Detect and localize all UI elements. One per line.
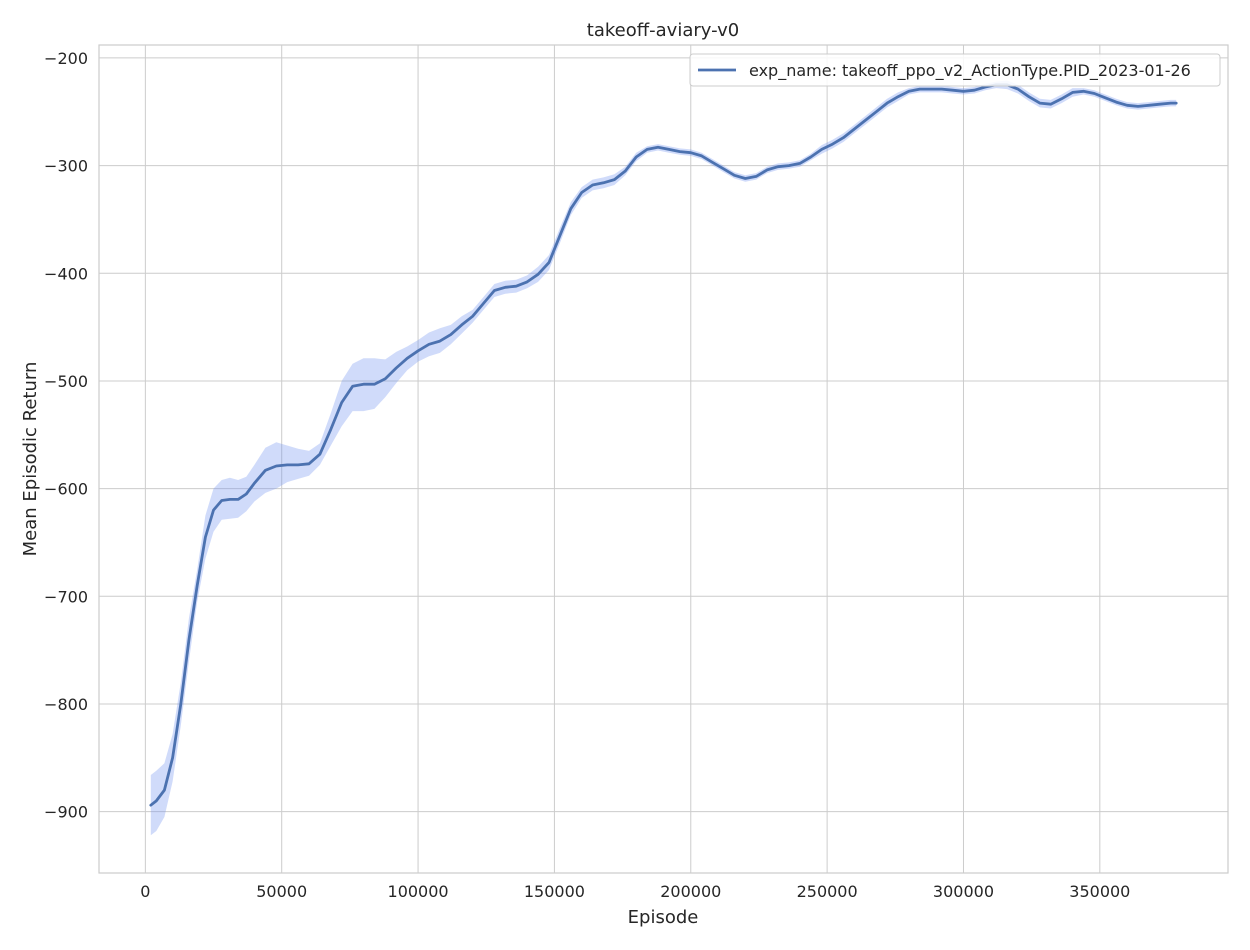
x-tick-label: 0 xyxy=(140,882,150,901)
x-tick-label: 50000 xyxy=(256,882,307,901)
x-tick-label: 300000 xyxy=(933,882,994,901)
legend-box xyxy=(689,53,1221,87)
y-tick-label: −400 xyxy=(44,264,88,283)
y-tick-labels: −900 −800 −700 −600 −500 −400 −300 −200 xyxy=(44,49,88,822)
y-tick-label: −300 xyxy=(44,157,88,176)
plot-frame xyxy=(98,44,1229,874)
x-tick-label: 200000 xyxy=(660,882,721,901)
legend: exp_name: takeoff_ppo_v2_ActionType.PID_… xyxy=(689,53,1221,87)
x-tick-label: 250000 xyxy=(797,882,858,901)
y-tick-label: −600 xyxy=(44,480,88,499)
x-axis-label: Episode xyxy=(628,907,699,928)
y-tick-label: −900 xyxy=(44,803,88,822)
grid xyxy=(99,45,1228,873)
y-tick-label: −200 xyxy=(44,49,88,68)
y-tick-label: −700 xyxy=(44,587,88,606)
y-tick-label: −800 xyxy=(44,695,88,714)
x-tick-label: 150000 xyxy=(524,882,585,901)
x-tick-label: 350000 xyxy=(1069,882,1130,901)
y-tick-label: −500 xyxy=(44,372,88,391)
x-tick-labels: 0 50000 100000 150000 200000 250000 300000 3500… xyxy=(140,882,1130,901)
x-tick-label: 100000 xyxy=(388,882,449,901)
legend-label: exp_name: takeoff_ppo_v2_ActionType.PID_… xyxy=(749,61,1191,81)
chart-title: takeoff-aviary-v0 xyxy=(587,20,739,41)
y-axis-label: Mean Episodic Return xyxy=(20,362,41,557)
